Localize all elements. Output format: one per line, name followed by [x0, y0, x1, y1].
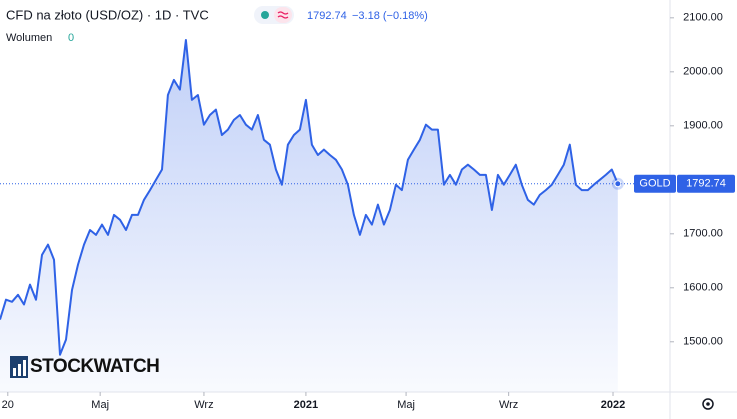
symbol-badge: [634, 174, 676, 193]
x-tick-label: Maj: [91, 399, 109, 411]
watermark-icon: [23, 360, 26, 376]
x-tick-label: Wrz: [499, 399, 518, 411]
price-label: 1792.74: [686, 178, 726, 190]
y-tick-label: 1600.00: [683, 282, 723, 294]
volume-label: Wolumen: [6, 32, 52, 44]
icon-pill: [274, 7, 292, 23]
y-tick-label: 1500.00: [683, 336, 723, 348]
y-tick-label: 2100.00: [683, 12, 723, 24]
settings-gear[interactable]: [706, 402, 710, 406]
settings-gear[interactable]: [702, 398, 714, 410]
watermark-icon: [13, 368, 16, 376]
x-tick-label: 2022: [601, 399, 625, 411]
status-icons: [254, 6, 294, 24]
x-tick-label: Wrz: [194, 399, 213, 411]
plot: [0, 39, 634, 392]
x-tick-label: 2021: [294, 399, 318, 411]
watermark: STOCKWATCH: [10, 356, 160, 378]
last-point: [614, 180, 622, 188]
header-change: −3.18 (−0.18%): [352, 10, 428, 22]
y-tick-label: 2000.00: [683, 66, 723, 78]
y-tick-label: 1900.00: [683, 120, 723, 132]
volume-value: 0: [68, 32, 74, 44]
header-price: 1792.74: [307, 10, 347, 22]
price-badge: [677, 174, 735, 193]
price-line: [0, 39, 619, 356]
x-tick-label: 20: [2, 399, 14, 411]
x-tick-label: Maj: [397, 399, 415, 411]
y-tick-label: 1700.00: [683, 228, 723, 240]
icon-wave: [277, 11, 289, 19]
chart-title: CFD na złoto (USD/OZ) · 1D · TVC: [6, 7, 209, 22]
icon-dot: [261, 11, 269, 19]
area-fill: [0, 40, 618, 392]
symbol-label: GOLD: [639, 178, 670, 190]
watermark-text: STOCKWATCH: [30, 356, 159, 377]
settings-icon[interactable]: [702, 398, 714, 410]
watermark-icon: [18, 364, 21, 376]
